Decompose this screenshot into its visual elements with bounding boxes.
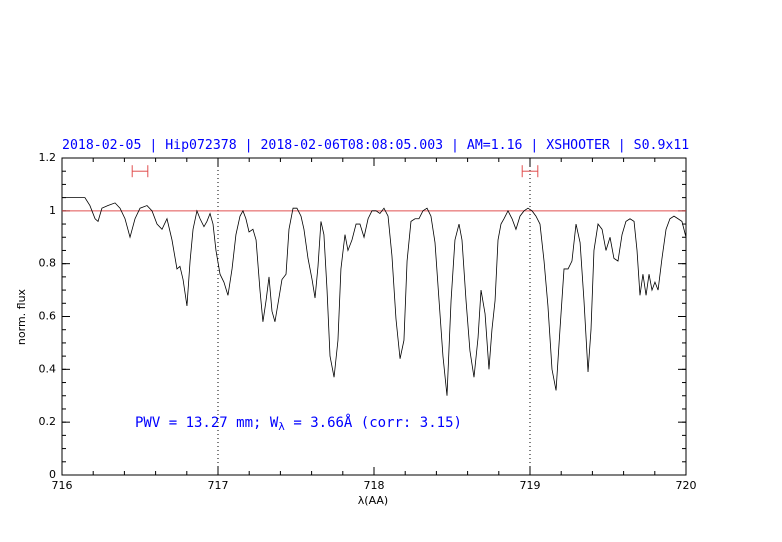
annotation-text: = 3.66Å (corr: 3.15) — [285, 414, 462, 431]
y-tick-label: 0 — [49, 468, 56, 481]
x-tick-label: 716 — [52, 479, 73, 492]
y-tick-label: 1 — [49, 204, 56, 217]
annotation: PWV = 13.27 mm; Wλ = 3.66Å (corr: 3.15) — [135, 414, 462, 433]
x-tick-label: 720 — [676, 479, 697, 492]
y-tick-label: 0.2 — [39, 415, 57, 428]
spectrum-line — [62, 197, 687, 396]
y-tick-label: 0.4 — [39, 362, 57, 375]
chart-title: 2018-02-05 | Hip072378 | 2018-02-06T08:0… — [62, 138, 689, 153]
y-tick-label: 0.8 — [39, 257, 57, 270]
x-tick-label: 717 — [208, 479, 229, 492]
x-axis-label: λ(AA) — [358, 494, 388, 507]
annotation-text: PWV = 13.27 mm; W — [135, 415, 279, 431]
y-tick-label: 1.2 — [39, 151, 57, 164]
x-tick-label: 719 — [520, 479, 541, 492]
y-tick-label: 0.6 — [39, 310, 57, 323]
plot-frame — [61, 157, 687, 476]
annotation-subscript: λ — [278, 420, 285, 433]
x-tick-label: 718 — [364, 479, 385, 492]
y-axis-label: norm. flux — [15, 288, 28, 345]
